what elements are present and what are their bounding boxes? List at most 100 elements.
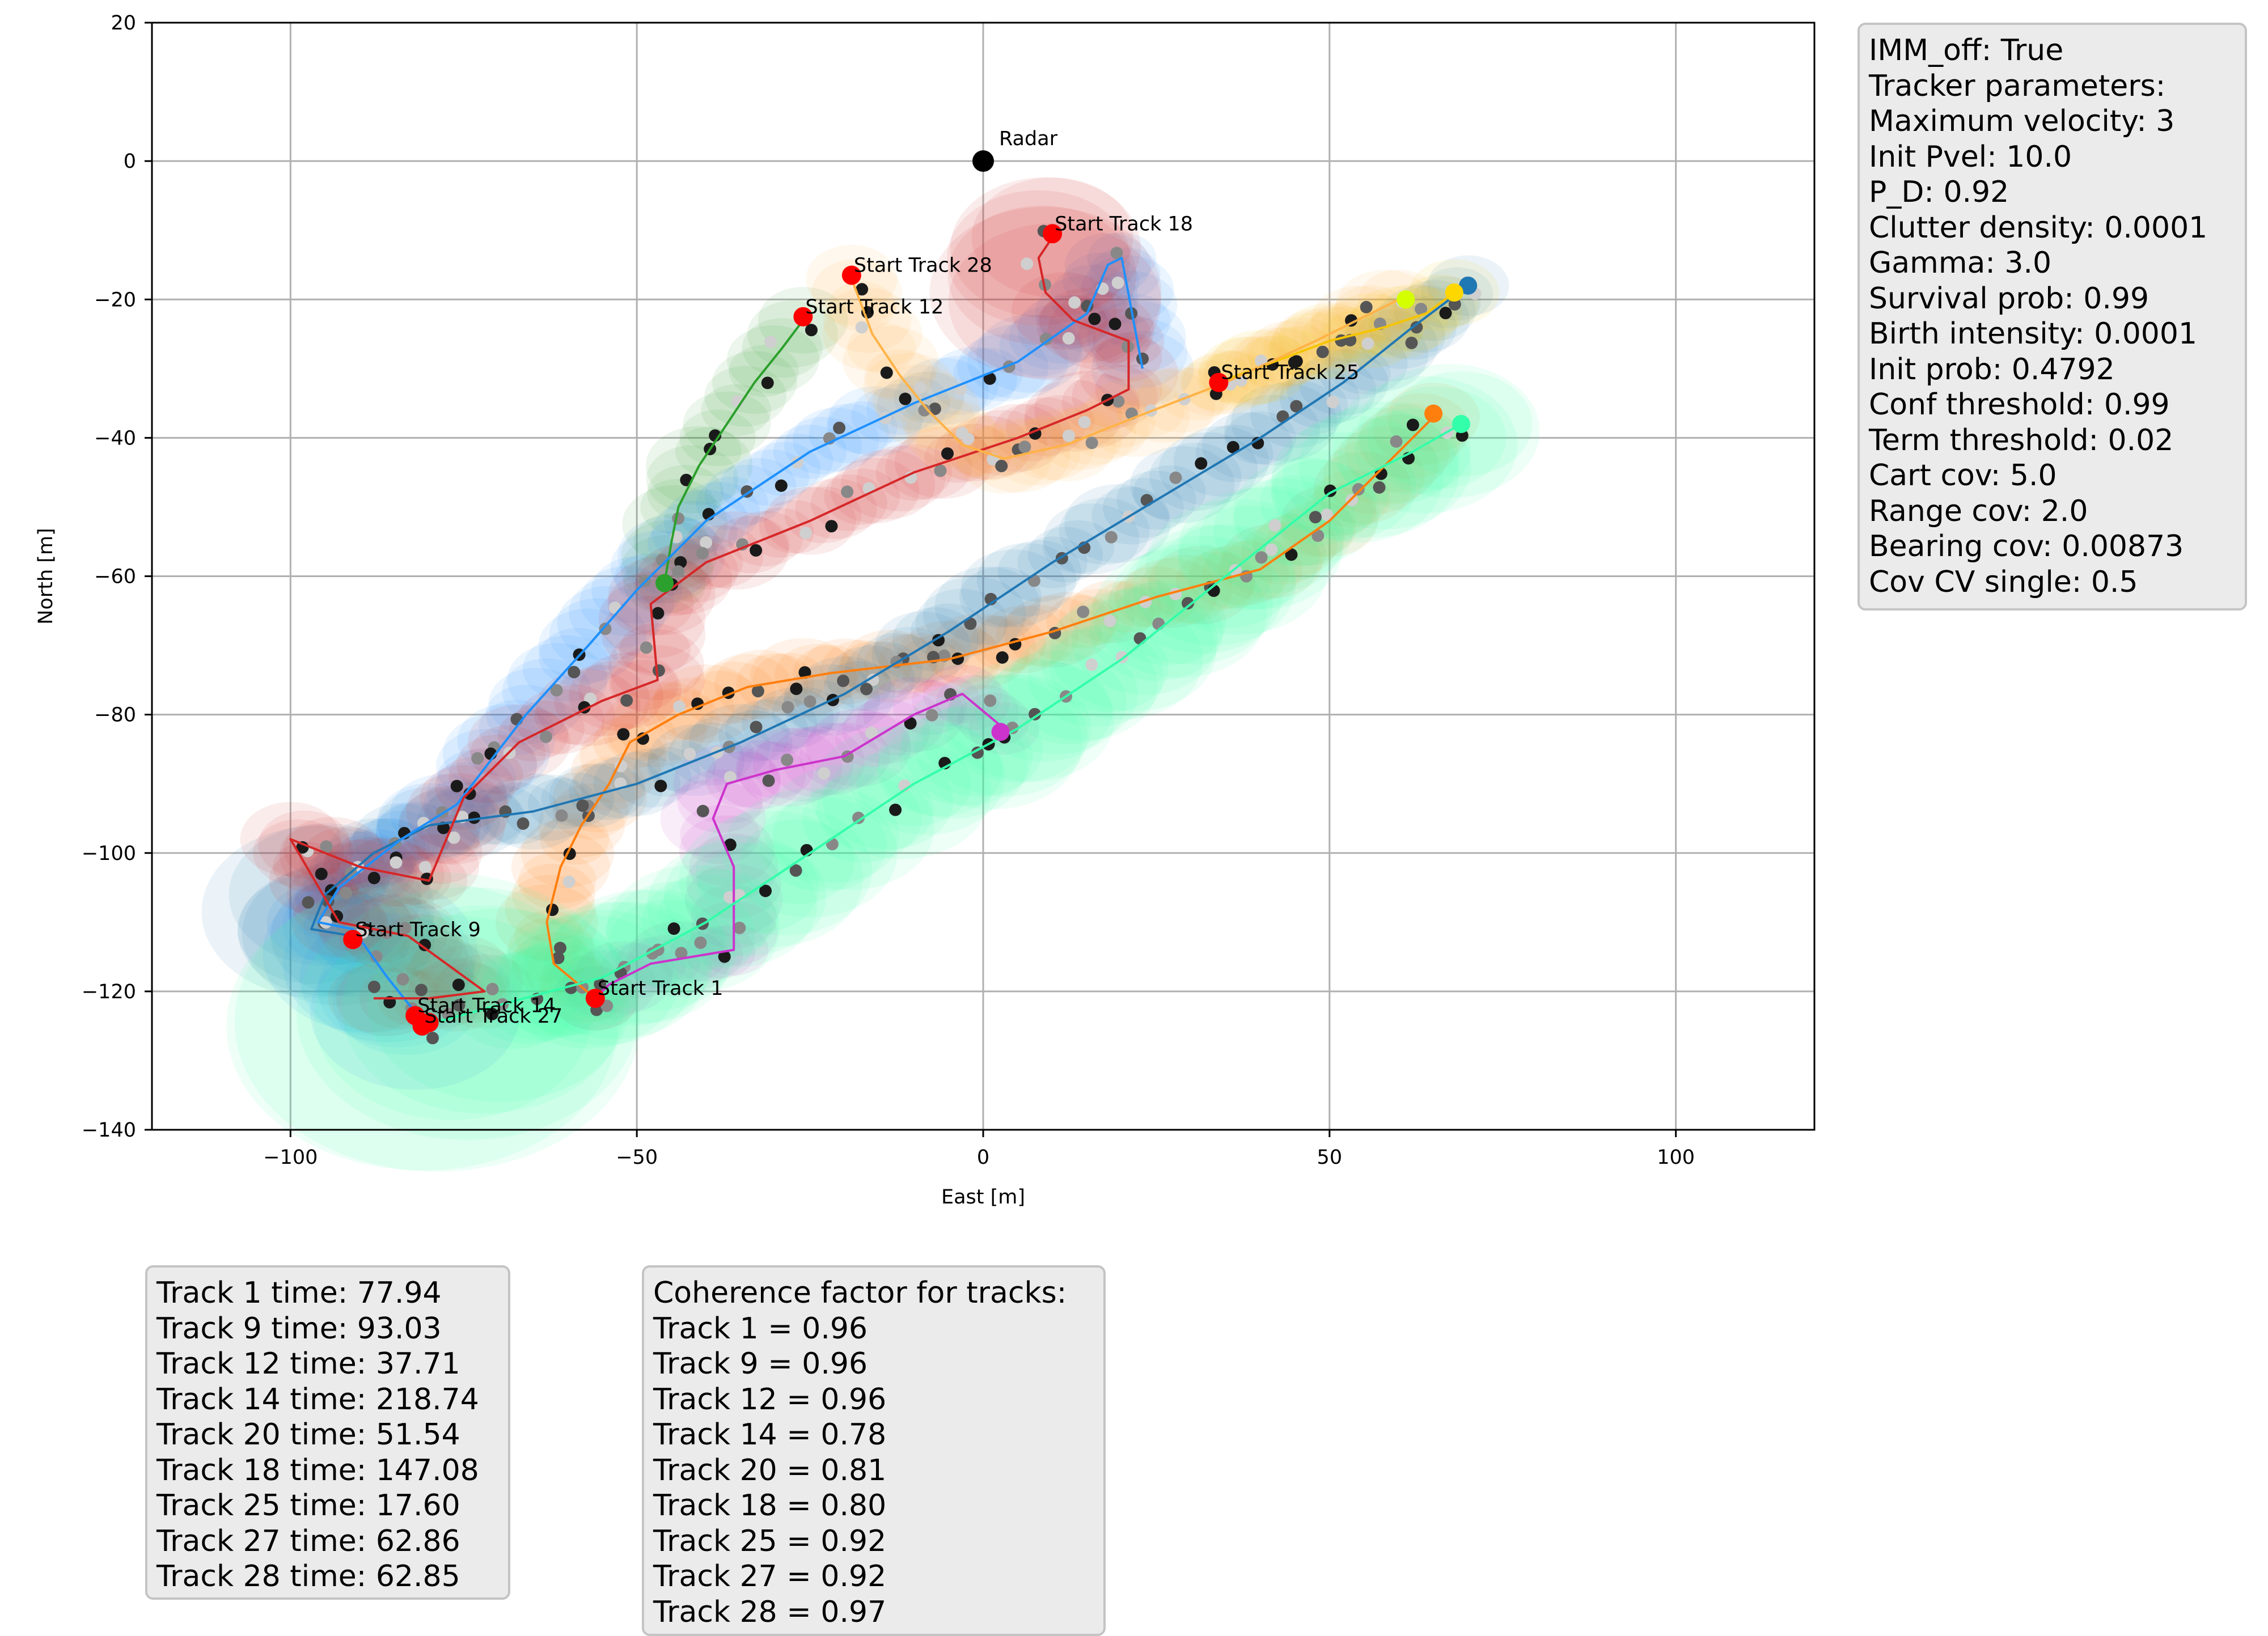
measurement-point: [941, 447, 954, 460]
measurement-point: [652, 664, 665, 677]
measurement-point: [723, 770, 737, 783]
measurement-point: [781, 753, 794, 766]
measurement-point: [1255, 551, 1268, 564]
measurement-point: [1415, 303, 1428, 316]
measurement-point: [340, 887, 353, 900]
measurement-point: [1360, 300, 1373, 313]
measurement-point: [781, 701, 794, 714]
measurement-point: [805, 324, 818, 337]
measurement-point: [759, 884, 772, 897]
measurement-point: [694, 936, 707, 950]
measurement-point: [855, 321, 868, 334]
track-start-marker: [343, 930, 363, 950]
track-time-line: Track 14 time: 218.74: [156, 1382, 479, 1417]
measurement-point: [471, 752, 484, 765]
measurement-point: [608, 601, 621, 614]
measurement-point: [889, 803, 902, 816]
x-tick-label: 50: [1317, 1146, 1343, 1169]
track-line-28: [850, 278, 1399, 460]
track-line-20: [594, 693, 1005, 999]
start-track-label: Start Track 12: [805, 296, 943, 319]
measurement-point: [995, 460, 1008, 473]
measurement-point: [302, 896, 315, 909]
measurement-point: [1078, 416, 1091, 429]
x-tick-label: 0: [977, 1146, 989, 1169]
measurement-point: [865, 726, 878, 739]
track-time-line: Track 20 time: 51.54: [156, 1418, 460, 1452]
measurement-point: [1406, 418, 1419, 431]
measurement-point: [651, 607, 665, 620]
track-line-12: [663, 319, 804, 584]
measurement-point: [320, 840, 333, 853]
track-line-18: [289, 236, 1130, 1000]
measurement-point: [1152, 617, 1165, 630]
measurement-point: [673, 700, 686, 713]
measurement-point: [996, 651, 1009, 664]
y-tick-label: 20: [111, 12, 136, 35]
measurement-point: [860, 683, 873, 696]
track-lines: [289, 236, 1469, 1027]
x-axis-label: East [m]: [941, 1186, 1025, 1209]
covariance-ellipse: [1091, 330, 1194, 407]
measurement-point: [1085, 658, 1098, 671]
track-time-line: Track 25 time: 17.60: [156, 1489, 460, 1523]
measurement-point: [775, 479, 788, 492]
measurement-point: [790, 683, 803, 696]
measurement-point: [837, 675, 850, 688]
measurement-point: [675, 947, 688, 960]
coherence-line: Coherence factor for tracks:: [653, 1276, 1067, 1310]
track-start-marker: [841, 265, 861, 285]
track-time-line: Track 28 time: 62.85: [156, 1559, 460, 1593]
measurement-point: [1195, 457, 1208, 470]
measurement-point: [1226, 440, 1239, 453]
measurement-point: [367, 871, 380, 884]
measurement-point: [1085, 436, 1098, 450]
measurement-point: [928, 402, 941, 416]
parameter-line: Cart cov: 5.0: [1869, 459, 2057, 493]
measurement-point: [841, 485, 854, 498]
track-line-27: [421, 423, 1462, 1027]
measurement-point: [1265, 543, 1278, 556]
start-labels: Radar Start Track 18 Start Track 28 Start T…: [355, 128, 1359, 1028]
parameter-line: IMM_off: True: [1869, 33, 2064, 67]
measurement-point: [550, 684, 563, 697]
measurement-point: [1133, 632, 1146, 645]
measurement-point: [1018, 440, 1031, 453]
track-line-14: [317, 257, 1144, 1013]
measurement-point: [1169, 471, 1182, 484]
measurement-point: [1326, 396, 1339, 409]
x-tick-label: −50: [616, 1146, 658, 1169]
measurement-point: [764, 336, 777, 349]
track-start-marker: [585, 989, 605, 1008]
measurement-point: [750, 544, 763, 557]
measurement-point: [1021, 257, 1034, 270]
measurement-point: [614, 760, 627, 773]
track-time-line: Track 1 time: 77.94: [156, 1276, 442, 1310]
measurement-point: [414, 984, 428, 997]
measurement-point: [880, 366, 893, 379]
track-start-marker: [419, 1012, 439, 1032]
measurement-point: [1182, 597, 1195, 610]
measurement-point: [1039, 333, 1052, 346]
measurement-point: [899, 392, 912, 405]
track-start-marker: [793, 307, 813, 327]
measurement-point: [555, 809, 568, 822]
measurement-point: [568, 666, 581, 679]
measurement-point: [718, 950, 731, 963]
measurement-point: [750, 720, 763, 734]
ticks: −100 −50 0 50 100 20 0 −20 −40 −60 −80 −100 −120 −140: [82, 12, 1695, 1169]
measurement-point: [426, 1032, 439, 1045]
y-tick-label: 0: [124, 150, 136, 173]
track-end-marker-20: [991, 723, 1010, 741]
measurement-point: [1103, 614, 1116, 628]
measurement-point: [818, 767, 831, 780]
measurement-point: [983, 372, 996, 385]
measurement-point: [751, 685, 764, 698]
parameter-line: Birth intensity: 0.0001: [1869, 317, 2198, 351]
measurement-point: [552, 951, 565, 964]
measurement-point: [1352, 483, 1365, 496]
coherence-line: Track 14 = 0.78: [653, 1418, 887, 1452]
measurement-point: [486, 1007, 499, 1020]
measurement-point: [798, 666, 811, 679]
measurement-point: [1268, 519, 1281, 532]
